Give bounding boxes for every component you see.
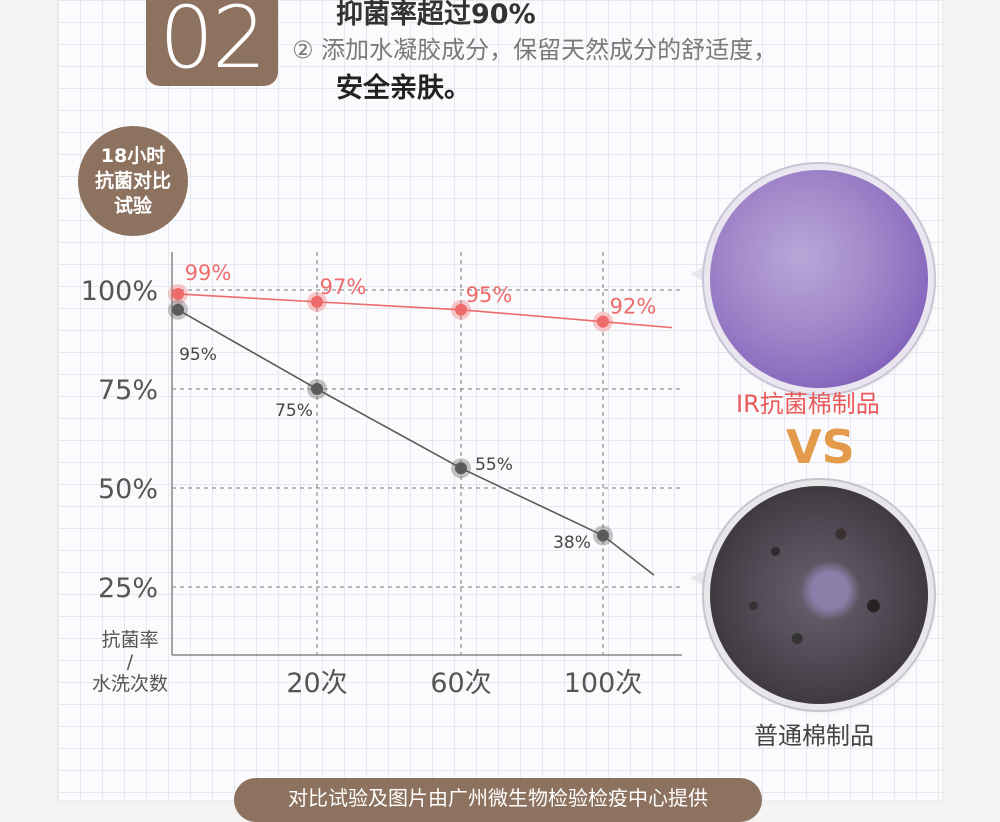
chart-grid [172, 252, 682, 655]
data-point [455, 462, 467, 475]
test-badge-line-1: 18小时 [100, 144, 166, 167]
line-chart: 100% 75% 50% 25% 20次 60次 100次 抗菌率/水洗次数 99% 97% 95… [81, 252, 682, 699]
data-label: 55% [475, 455, 513, 475]
x-tick-label: 20次 [286, 668, 347, 699]
point-2-text: ② 添加水凝胶成分，保留天然成分的舒适度， [292, 36, 778, 64]
source-note: 对比试验及图片由广州微生物检验检疫中心提供 [234, 778, 762, 822]
normal-petri-dish-image [710, 486, 928, 704]
chart-axes [171, 252, 682, 656]
test-badge-line-2: 抗菌对比 [94, 169, 171, 192]
y-tick-label: 100% [81, 276, 158, 307]
data-label: 97% [320, 275, 367, 299]
headline: 抑菌率超过90% [336, 0, 536, 30]
y-tick-label: 25% [98, 573, 158, 604]
vs-label: VS [786, 420, 855, 474]
ir-petri-dish-image [710, 170, 928, 388]
point-2-continuation: 安全亲肤。 [336, 73, 471, 104]
x-tick-label: 60次 [430, 668, 491, 699]
data-point [597, 315, 609, 328]
y-tick-label: 50% [98, 474, 158, 505]
data-point [172, 287, 184, 300]
x-tick-label: 100次 [564, 668, 643, 699]
normal-dish-pointer [690, 566, 712, 590]
test-badge: 18小时 抗菌对比 试验 [78, 126, 188, 236]
test-badge-line-3: 试验 [113, 194, 152, 217]
data-point [311, 295, 323, 308]
ir-dish-pointer [690, 262, 712, 286]
data-label: 95% [466, 283, 513, 307]
normal-product-label: 普通棉制品 [754, 722, 874, 750]
axis-label-part: 水洗次数 [92, 673, 168, 695]
data-point [597, 529, 609, 542]
content-card [58, 0, 942, 800]
data-point [172, 303, 184, 316]
section-number-badge: 02 [146, 0, 278, 86]
data-label: 95% [179, 345, 217, 365]
data-label: 38% [553, 533, 591, 553]
data-label: 99% [185, 261, 232, 285]
axis-label-part: 抗菌率 [101, 629, 158, 651]
data-point [311, 383, 323, 395]
data-point [455, 303, 467, 316]
chart-ticks: 100% 75% 50% 25% 20次 60次 100次 抗菌率/水洗次数 [81, 276, 642, 699]
ir-product-label: IR抗菌棉制品 [736, 390, 880, 418]
data-label: 75% [275, 401, 313, 421]
y-tick-label: 75% [98, 375, 158, 406]
axis-label-part: / [127, 651, 134, 673]
chart-series: 99% 97% 95% 92% 95% 75% 55% 38% [168, 261, 673, 576]
data-label: 92% [610, 295, 657, 319]
